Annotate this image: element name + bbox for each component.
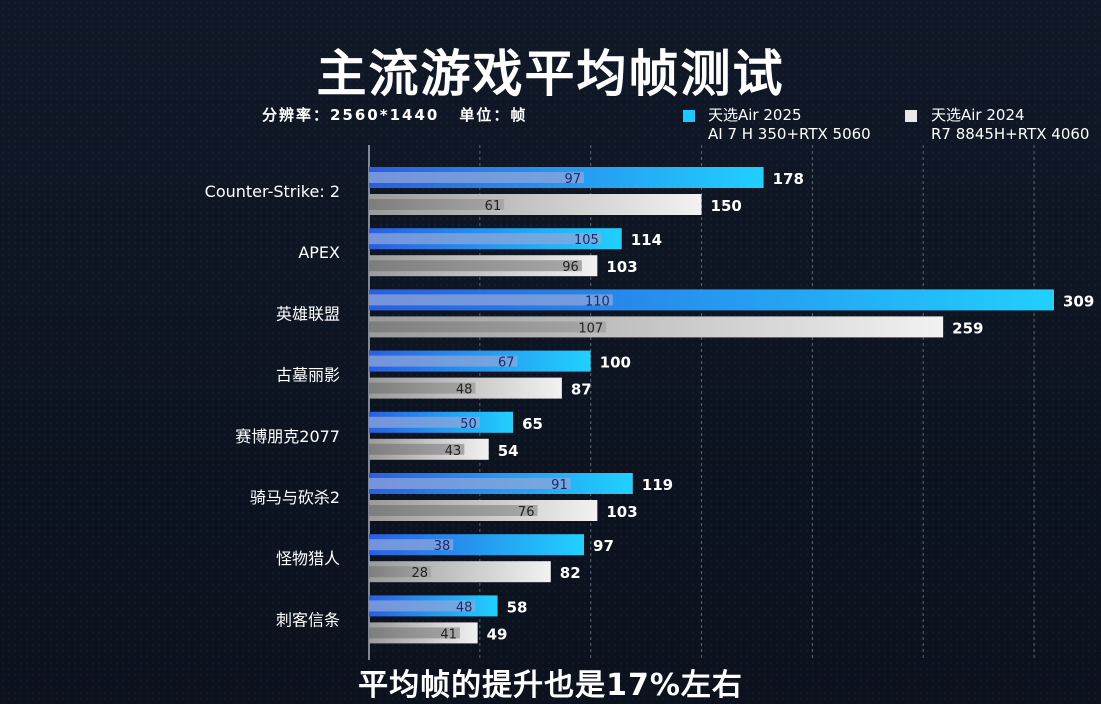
inner-bar-2025 xyxy=(369,539,454,551)
inner-label-2024: 41 xyxy=(440,627,457,642)
chart-title: 主流游戏平均帧测试 xyxy=(316,45,785,103)
category-label: 刺客信条 xyxy=(276,610,340,629)
category-label: 赛博朋克2077 xyxy=(235,427,340,446)
category-label: Counter-Strike: 2 xyxy=(205,182,340,201)
inner-bar-2025 xyxy=(369,416,480,428)
inner-label-2024: 96 xyxy=(562,260,579,275)
inner-label-2024: 61 xyxy=(485,199,502,214)
legend-item-2024: 天选Air 2024 R7 8845H+RTX 4060 xyxy=(931,106,1089,144)
legend-spec: AI 7 H 350+RTX 5060 xyxy=(708,125,871,143)
inner-bar-2024 xyxy=(369,505,538,516)
legend-name: 天选Air 2025 xyxy=(708,106,802,124)
inner-bar-2025 xyxy=(369,478,571,489)
inner-bar-2024 xyxy=(369,566,432,578)
value-label-2025: 119 xyxy=(642,476,673,494)
value-label-2024: 54 xyxy=(498,442,519,460)
inner-bar-2024 xyxy=(369,199,505,210)
inner-bar-2024 xyxy=(369,443,465,455)
inner-bar-2024 xyxy=(369,321,607,333)
inner-label-2025: 50 xyxy=(460,417,477,432)
value-label-2024: 103 xyxy=(606,503,637,521)
inner-bar-2024 xyxy=(369,627,460,639)
value-label-2025: 309 xyxy=(1063,292,1094,310)
category-label: 古墓丽影 xyxy=(276,366,340,385)
value-label-2025: 97 xyxy=(593,537,614,555)
legend-item-2025: 天选Air 2025 AI 7 H 350+RTX 5060 xyxy=(708,106,871,144)
inner-bar-2024 xyxy=(369,260,582,272)
inner-label-2024: 76 xyxy=(518,505,535,520)
inner-label-2025: 48 xyxy=(456,600,473,615)
value-label-2025: 58 xyxy=(507,598,528,616)
inner-bar-2025 xyxy=(369,600,476,612)
inner-bar-2025 xyxy=(369,233,602,245)
legend-swatch-2025 xyxy=(683,110,695,122)
chart-caption: 平均帧的提升也是17%左右 xyxy=(358,668,743,703)
unit-label: 单位：帧 xyxy=(459,106,528,124)
category-label: 英雄联盟 xyxy=(276,304,340,323)
legend-swatch-2024 xyxy=(905,110,917,122)
value-label-2025: 178 xyxy=(773,170,804,188)
value-label-2024: 87 xyxy=(571,381,592,399)
inner-label-2025: 91 xyxy=(551,478,568,493)
value-label-2024: 82 xyxy=(560,564,581,582)
inner-label-2025: 105 xyxy=(574,233,599,248)
value-label-2025: 114 xyxy=(631,231,662,249)
legend-name: 天选Air 2024 xyxy=(931,106,1025,124)
value-label-2024: 49 xyxy=(487,625,508,643)
inner-label-2024: 48 xyxy=(456,383,473,398)
value-label-2025: 65 xyxy=(522,415,543,433)
chart-meta: 分辨率：2560*1440 单位：帧 xyxy=(262,104,547,125)
inner-bar-2025 xyxy=(369,355,518,367)
value-label-2024: 259 xyxy=(952,319,983,337)
resolution-label: 分辨率：2560*1440 xyxy=(262,106,440,124)
inner-label-2024: 28 xyxy=(412,566,429,581)
inner-label-2025: 38 xyxy=(434,539,451,554)
value-label-2024: 150 xyxy=(711,197,742,215)
legend-spec: R7 8845H+RTX 4060 xyxy=(931,125,1090,143)
value-label-2025: 100 xyxy=(600,354,631,372)
inner-label-2024: 107 xyxy=(578,321,603,336)
category-label: APEX xyxy=(298,243,340,262)
category-label: 怪物猎人 xyxy=(276,549,340,568)
inner-label-2025: 110 xyxy=(585,294,610,309)
inner-bar-2024 xyxy=(369,382,476,394)
inner-label-2025: 67 xyxy=(498,356,515,371)
value-label-2024: 103 xyxy=(606,258,637,276)
inner-label-2024: 43 xyxy=(445,444,462,459)
inner-label-2025: 97 xyxy=(564,172,581,187)
inner-bar-2025 xyxy=(369,172,585,183)
category-label: 骑马与砍杀2 xyxy=(250,488,340,507)
inner-bar-2025 xyxy=(369,294,613,306)
